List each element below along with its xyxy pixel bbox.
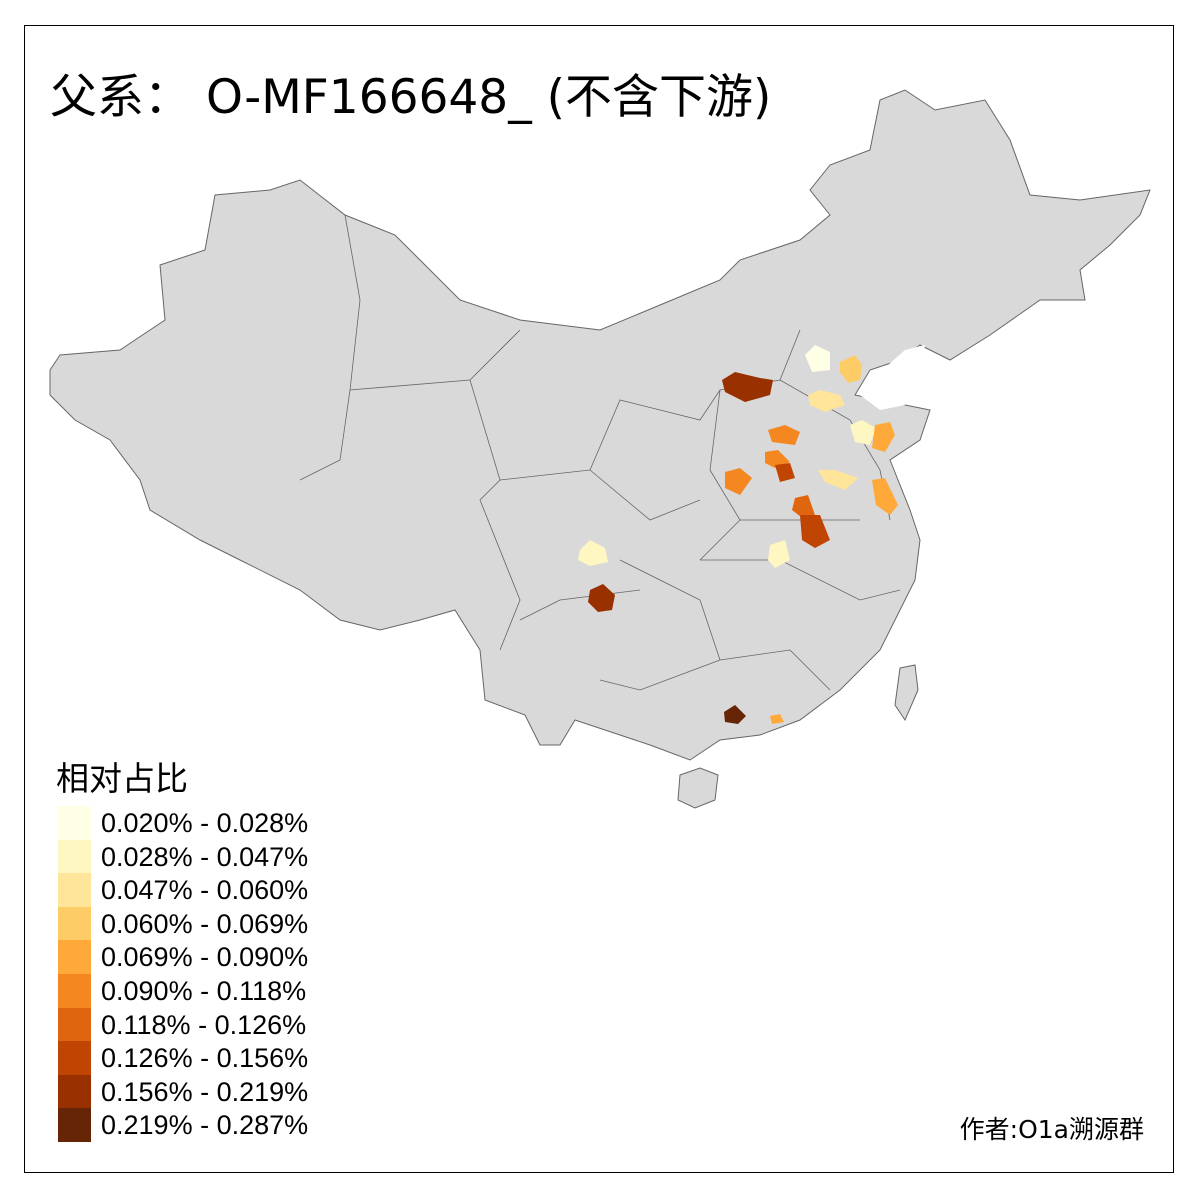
legend-swatch (58, 940, 91, 975)
legend-item: 0.090% - 0.118% (58, 974, 458, 1008)
legend-swatch (58, 873, 91, 908)
legend-title: 相对占比 (56, 759, 188, 798)
legend-label: 0.219% - 0.287% (101, 1110, 309, 1141)
legend-label: 0.126% - 0.156% (101, 1043, 309, 1074)
highlighted-region (725, 468, 752, 495)
highlighted-region (792, 495, 815, 520)
highlighted-region (578, 540, 608, 566)
mainland (49, 89, 1151, 761)
highlighted-region (872, 478, 898, 515)
legend-item: 0.126% - 0.156% (58, 1041, 458, 1076)
legend-label: 0.090% - 0.118% (101, 976, 307, 1006)
legend-swatch (58, 1108, 91, 1143)
base-land (49, 89, 1151, 809)
highlighted-region (768, 540, 790, 568)
highlighted-region (722, 372, 773, 402)
map-frame (24, 25, 1174, 1173)
province-border (699, 389, 741, 561)
hainan-island (677, 767, 719, 809)
legend-item: 0.156% - 0.219% (58, 1074, 458, 1109)
legend-label: 0.047% - 0.060% (101, 875, 309, 906)
highlighted-region (840, 355, 862, 383)
province-border (719, 649, 831, 691)
legend-label: 0.020% - 0.028% (101, 808, 309, 838)
legend-swatch (58, 806, 91, 840)
highlighted-region (872, 422, 895, 452)
legend-item: 0.028% - 0.047% (58, 839, 458, 874)
province-border (519, 589, 641, 621)
highlighted-region (850, 420, 876, 445)
legend-label: 0.156% - 0.219% (101, 1076, 309, 1107)
map-title: 父系： O-MF166648_ (不含下游) (50, 70, 772, 125)
legend-label: 0.060% - 0.069% (101, 908, 309, 939)
legend-swatch (58, 839, 91, 874)
province-border (589, 329, 801, 471)
province-border (700, 559, 901, 601)
highlighted-regions (578, 345, 898, 724)
highlighted-region (808, 390, 845, 412)
highlighted-region (800, 515, 830, 548)
legend-swatch (58, 1074, 91, 1109)
highlighted-region (770, 714, 784, 724)
highlighted-region (768, 425, 800, 445)
legend-label: 0.069% - 0.090% (101, 942, 309, 973)
author-credit: 作者:O1a溯源群 (959, 1115, 1144, 1144)
highlighted-region (588, 584, 615, 612)
highlighted-region (805, 345, 830, 372)
legend-label: 0.118% - 0.126% (101, 1009, 307, 1040)
province-border (469, 379, 521, 651)
legend-item: 0.060% - 0.069% (58, 906, 458, 941)
highlighted-region (775, 463, 795, 482)
highlighted-region (818, 470, 858, 490)
legend-swatch (58, 1007, 91, 1042)
legend-item: 0.020% - 0.028% (58, 806, 458, 840)
province-border (499, 469, 701, 521)
legend-item: 0.069% - 0.090% (58, 940, 458, 975)
highlighted-region (765, 450, 790, 468)
legend-label: 0.028% - 0.047% (101, 841, 309, 872)
legend-item: 0.047% - 0.060% (58, 873, 458, 908)
legend-swatch (58, 906, 91, 941)
legend-item: 0.118% - 0.126% (58, 1007, 458, 1042)
legend-item: 0.219% - 0.287% (58, 1108, 458, 1143)
bohai-sea (860, 345, 925, 410)
legend-swatch (58, 1041, 91, 1076)
legend-swatch (58, 974, 91, 1008)
highlighted-region (724, 705, 746, 724)
taiwan-island (894, 664, 919, 722)
